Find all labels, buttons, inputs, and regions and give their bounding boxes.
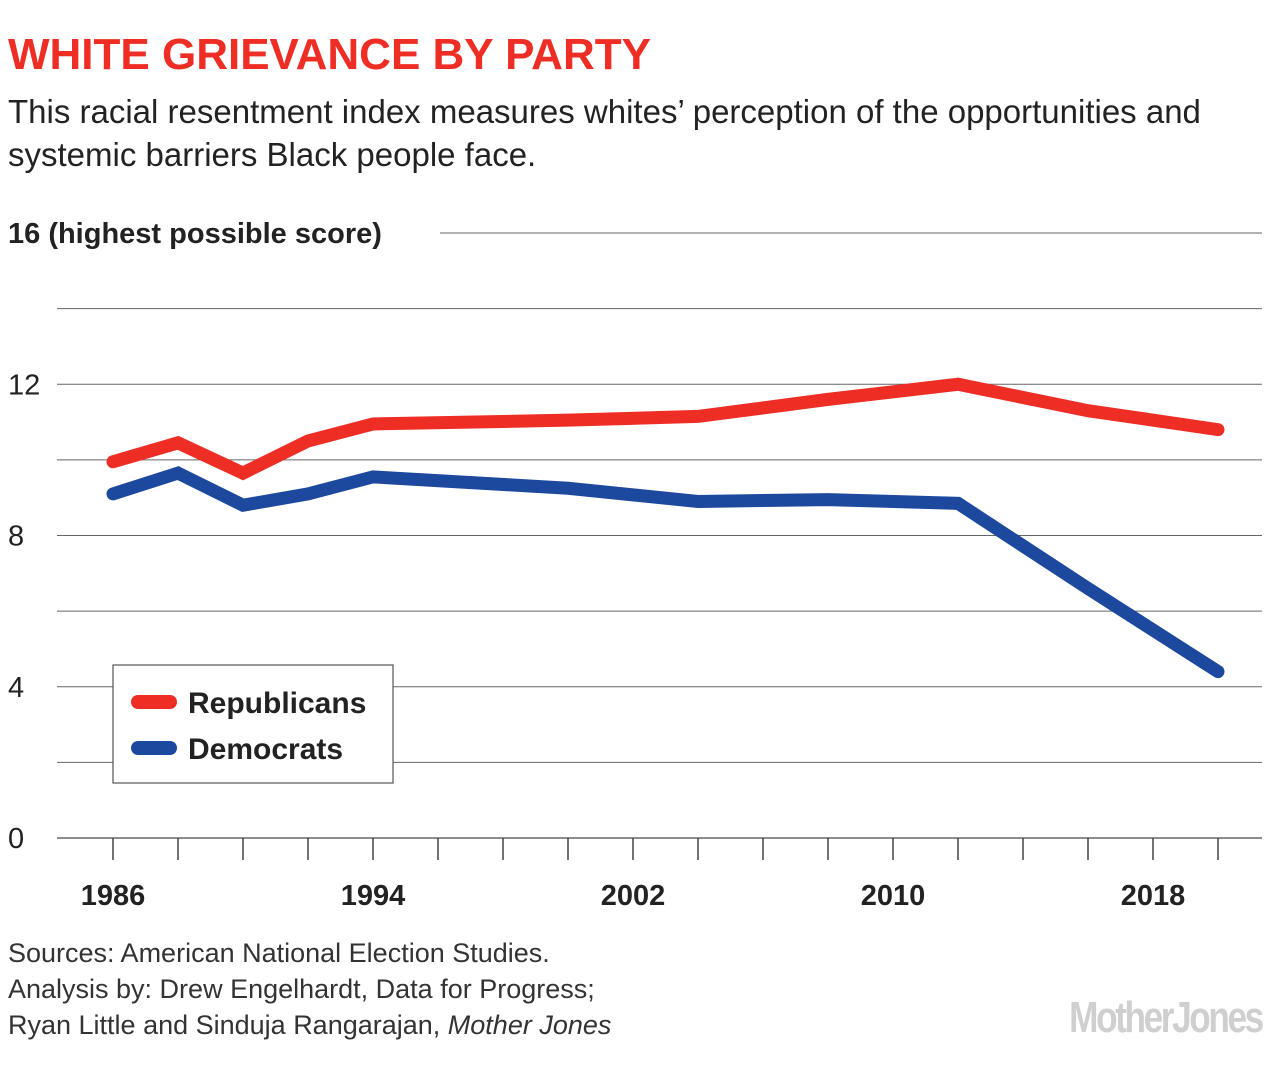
sources-line: Ryan Little and Sinduja Rangarajan, Moth… [8,1007,611,1043]
sources: Sources: American National Election Stud… [8,935,611,1043]
sources-line: Sources: American National Election Stud… [8,938,550,968]
chart-title: WHITE GRIEVANCE BY PARTY [8,30,651,79]
legend-box [112,664,394,784]
legend-label: Democrats [188,733,343,766]
legend-label: Republicans [188,687,366,720]
y-tick-label: 12 [8,369,40,401]
chart-subtitle: This racial resentment index measures wh… [8,93,1201,173]
y-tick-label: 0 [8,823,24,855]
sources-line: Analysis by: Drew Engelhardt, Data for P… [8,974,595,1004]
x-tick-label: 2018 [1121,880,1186,912]
x-tick-label: 2010 [861,880,926,912]
y-tick-label: 8 [8,521,24,553]
y-tick-label: 4 [8,672,24,704]
x-tick-label: 1986 [81,880,146,912]
x-tick-label: 1994 [341,880,406,912]
y-top-label: 16 (highest possible score) [8,218,382,250]
series-line-democrats [106,466,1225,679]
credit-names: Ryan Little and Sinduja Rangarajan, [8,1010,448,1040]
x-tick-label: 2002 [601,880,666,912]
mother-jones-logo: MotherJones [1069,993,1264,1042]
credit-publication: Mother Jones [447,1010,612,1040]
